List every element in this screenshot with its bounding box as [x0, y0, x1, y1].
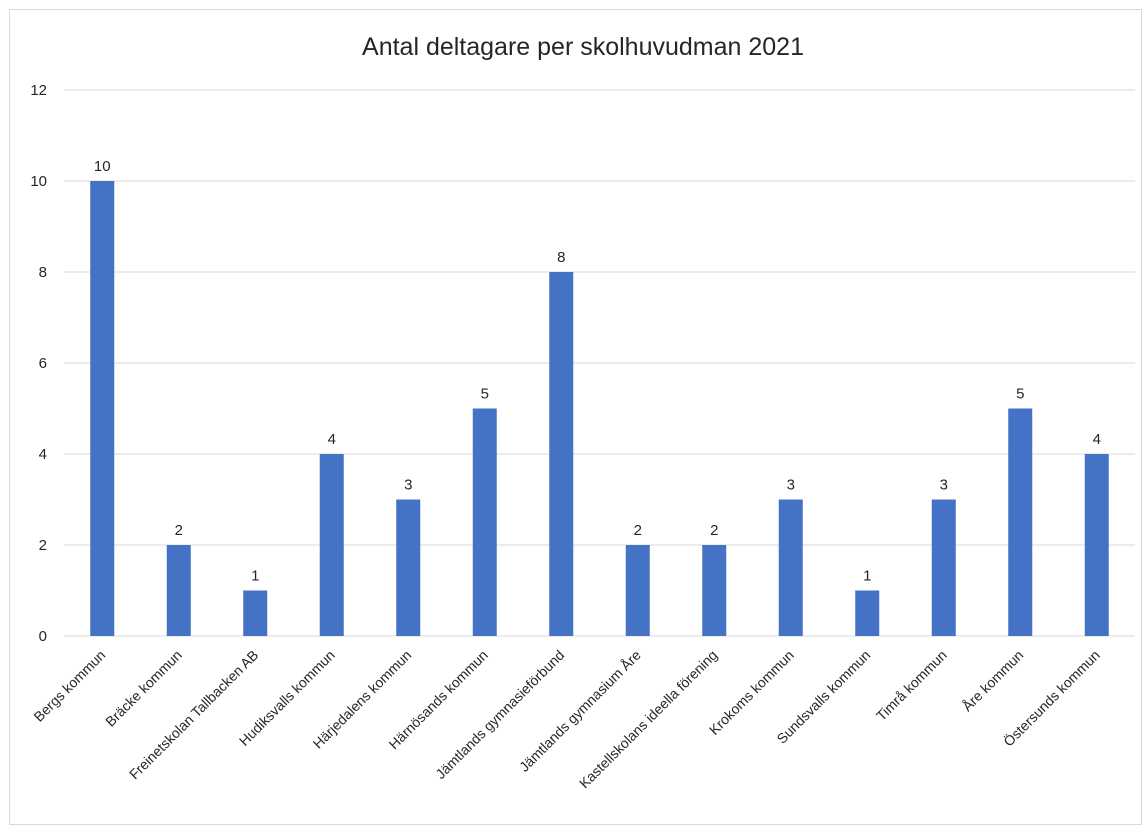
- bar: [472, 408, 497, 636]
- bar: [319, 454, 344, 636]
- y-tick-label: 2: [39, 537, 47, 554]
- y-axis-ticks: 0 2 4 6 8 10 12: [30, 82, 47, 645]
- y-tick-label: 6: [39, 355, 47, 372]
- data-label: 1: [251, 568, 259, 585]
- x-tick-label: Krokoms kommun: [706, 647, 797, 738]
- bar: [1084, 454, 1109, 636]
- data-label: 8: [557, 249, 565, 266]
- y-tick-label: 12: [30, 82, 47, 99]
- x-tick-label: Kastellskolans ideella förening: [576, 647, 720, 791]
- data-label: 4: [1093, 431, 1101, 448]
- data-label: 2: [634, 522, 642, 539]
- x-tick-label: Bergs kommun: [30, 647, 108, 725]
- bar: [855, 590, 880, 636]
- bars: [90, 181, 1109, 636]
- chart-frame: Antal deltagare per skolhuvudman 2021 0 2…: [9, 9, 1142, 825]
- data-label: 2: [175, 522, 183, 539]
- y-tick-label: 10: [30, 173, 47, 190]
- x-tick-label: Jämtlands gymnasieförbund: [432, 647, 567, 782]
- data-label: 3: [787, 477, 795, 494]
- bar: [166, 545, 191, 636]
- bar: [90, 181, 115, 636]
- data-label: 3: [940, 477, 948, 494]
- bar: [1008, 408, 1033, 636]
- gridlines: [64, 89, 1135, 637]
- bar: [549, 272, 574, 636]
- data-label: 10: [94, 158, 111, 175]
- x-tick-label: Bräcke kommun: [102, 647, 185, 730]
- data-label: 5: [481, 386, 489, 403]
- data-label: 5: [1016, 386, 1024, 403]
- bar: [396, 499, 421, 636]
- bar: [931, 499, 956, 636]
- chart-title: Antal deltagare per skolhuvudman 2021: [362, 33, 804, 61]
- x-tick-label: Freinetskolan Tallbacken AB: [126, 647, 261, 782]
- y-tick-label: 8: [39, 264, 47, 281]
- bar: [702, 545, 727, 636]
- data-label: 1: [863, 568, 871, 585]
- data-label: 2: [710, 522, 718, 539]
- x-tick-label: Åre kommun: [959, 647, 1026, 714]
- bar: [625, 545, 650, 636]
- y-tick-label: 4: [39, 446, 47, 463]
- data-labels: 10 2 1 4 3 5 8 2 2 3 1 3 5 4: [94, 158, 1101, 585]
- bar-chart: Antal deltagare per skolhuvudman 2021 0 2…: [30, 33, 1135, 791]
- bar: [778, 499, 803, 636]
- data-label: 4: [328, 431, 336, 448]
- data-label: 3: [404, 477, 412, 494]
- x-tick-label: Jämtlands gymnasium Åre: [516, 647, 644, 775]
- x-tick-label: Timrå kommun: [873, 647, 950, 724]
- bar: [243, 590, 268, 636]
- y-tick-label: 0: [39, 628, 47, 645]
